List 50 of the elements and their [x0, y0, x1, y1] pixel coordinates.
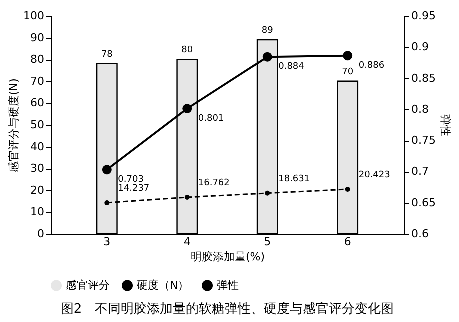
x-tick-label: 5: [264, 236, 272, 248]
x-tick-label: 3: [104, 236, 111, 248]
y2-tick-label: 0.95: [412, 10, 436, 22]
data-label: 70: [342, 67, 354, 78]
y2-tick-label: 0.7: [412, 165, 429, 178]
data-label: 0.801: [198, 114, 224, 124]
y2-tick-label: 0.8: [412, 102, 429, 116]
y-tick-label: 20: [30, 184, 44, 197]
data-label: 0.703: [118, 174, 144, 185]
data-label: 0.884: [278, 62, 305, 72]
y-tick-label: 70: [30, 74, 44, 88]
point: [265, 190, 270, 196]
y-tick-label: 10: [30, 206, 44, 219]
point: [343, 51, 353, 61]
x-axis-title: 明胶添加量(%): [190, 250, 266, 264]
data-label: 78: [101, 50, 114, 60]
y-tick-label: 30: [30, 162, 44, 176]
data-label: 89: [262, 26, 274, 36]
point: [102, 165, 112, 175]
y-tick-label: 50: [30, 118, 44, 132]
data-label: 16.762: [198, 178, 230, 188]
y-tick-label: 60: [30, 96, 44, 110]
legend-label: 感官评分: [66, 278, 110, 292]
data-label: 18.631: [278, 174, 310, 184]
data-label: 80: [182, 46, 194, 56]
y2-tick-label: 0.75: [412, 134, 436, 148]
legend-label: 弹性: [217, 278, 239, 292]
point: [262, 52, 272, 62]
data-label: 14.237: [118, 184, 150, 194]
y-tick-label: 80: [30, 53, 44, 66]
x-tick-label: 4: [184, 236, 191, 248]
legend-label: 硬度（N）: [137, 278, 190, 292]
y2-tick-label: 0.65: [412, 196, 436, 210]
point: [104, 200, 110, 206]
y-tick-label: 40: [30, 140, 44, 154]
y2-tick-label: 0.9: [412, 40, 429, 54]
point: [345, 186, 350, 192]
point: [182, 104, 192, 114]
x-tick-label: 6: [344, 236, 352, 248]
y-tick-label: 0: [38, 228, 44, 240]
y-axis-title: 感官评分与硬度(N): [8, 78, 21, 172]
point: [184, 194, 190, 200]
text: 图2 不同明胶添加量的软糖弹性、硬度与感官评分变化图: [60, 301, 394, 317]
data-label: 0.886: [358, 60, 385, 71]
y2-tick-label: 0.85: [412, 72, 436, 85]
data-label: 20.423: [358, 170, 390, 180]
y-tick-label: 90: [30, 31, 44, 44]
y2-axis-title: 弹性: [438, 114, 452, 136]
y2-tick-label: 0.6: [412, 228, 429, 240]
y-tick-label: 100: [24, 10, 44, 22]
